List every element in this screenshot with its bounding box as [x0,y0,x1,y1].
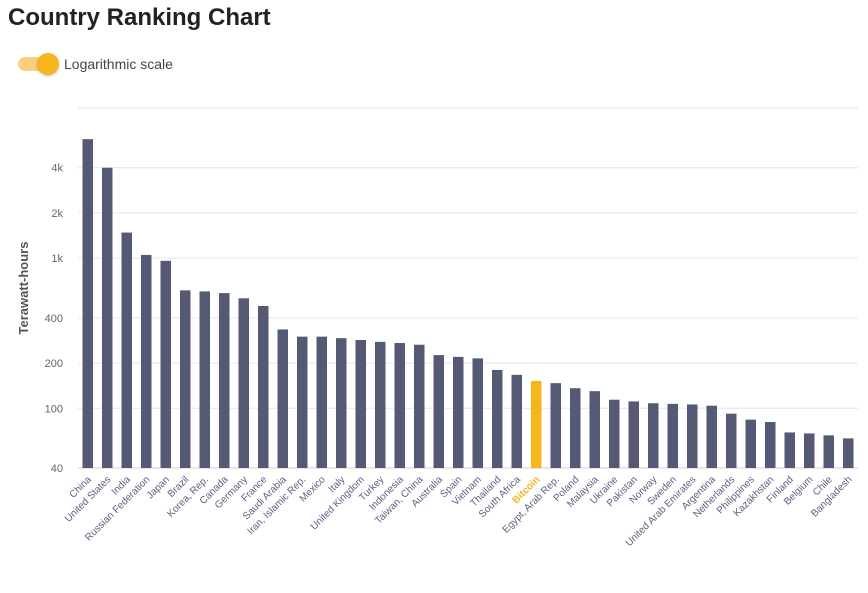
y-tick-label: 2k [51,208,63,220]
bar-chile[interactable] [823,435,835,468]
bar-iran-islamic-rep[interactable] [297,336,308,468]
bar-japan[interactable] [160,260,172,468]
bar-philippines[interactable] [745,419,757,468]
bar-canada[interactable] [219,293,230,468]
y-tick-label: 100 [45,403,63,415]
y-tick-label: 1k [51,253,63,265]
bar-taiwan-china[interactable] [414,344,425,468]
bar-united-kingdom[interactable] [355,339,367,468]
bar-egypt-arab-rep[interactable] [550,383,562,468]
bar-bangladesh[interactable] [843,438,854,468]
bar-united-arab-emirates[interactable] [687,404,698,468]
bar-mexico[interactable] [316,336,328,468]
bars [82,139,854,469]
bar-spain[interactable] [453,356,464,468]
bar-france[interactable] [258,305,269,468]
bar-south-africa[interactable] [511,374,523,468]
bar-vietnam[interactable] [472,358,484,468]
bar-ukraine[interactable] [609,399,620,468]
bar-malaysia[interactable] [589,391,601,468]
bar-kazakhstan[interactable] [765,422,776,468]
bar-russian-federation[interactable] [141,254,152,468]
bar-brazil[interactable] [180,290,191,468]
bar-argentina[interactable] [706,405,718,468]
bar-italy[interactable] [336,338,347,468]
bar-saudi-arabia[interactable] [277,329,289,468]
gridlines [78,107,858,469]
bar-sweden[interactable] [667,403,679,468]
y-tick-label: 4k [51,163,63,175]
y-tick-label: 200 [45,358,63,370]
bar-india[interactable] [121,232,133,468]
bar-netherlands[interactable] [726,413,737,468]
y-axis-label: Terawatt-hours [16,242,31,335]
bar-germany[interactable] [238,298,250,468]
toggle-knob[interactable] [37,53,59,75]
bar-poland[interactable] [570,388,581,468]
bar-turkey[interactable] [375,341,386,468]
y-tick-label: 400 [45,313,63,325]
bar-china[interactable] [82,139,94,469]
bar-korea-rep[interactable] [199,291,211,468]
bar-indonesia[interactable] [394,343,406,468]
chart-title: Country Ranking Chart [8,4,271,31]
log-scale-toggle[interactable]: Logarithmic scale [18,52,173,76]
toggle-label: Logarithmic scale [64,56,173,72]
bar-pakistan[interactable] [628,401,640,468]
bar-bitcoin[interactable] [531,380,542,468]
y-tick-label: 40 [51,463,63,475]
bar-thailand[interactable] [492,369,503,468]
bar-finland[interactable] [784,432,796,468]
bar-belgium[interactable] [804,433,815,468]
x-tick-label: Japan [145,474,172,501]
bar-australia[interactable] [433,355,445,468]
bar-norway[interactable] [648,403,659,468]
toggle-track[interactable] [18,53,59,75]
y-axis-ticks: 40 100 200 400 1k 2k 4k [45,163,64,475]
bar-united-states[interactable] [102,167,113,469]
